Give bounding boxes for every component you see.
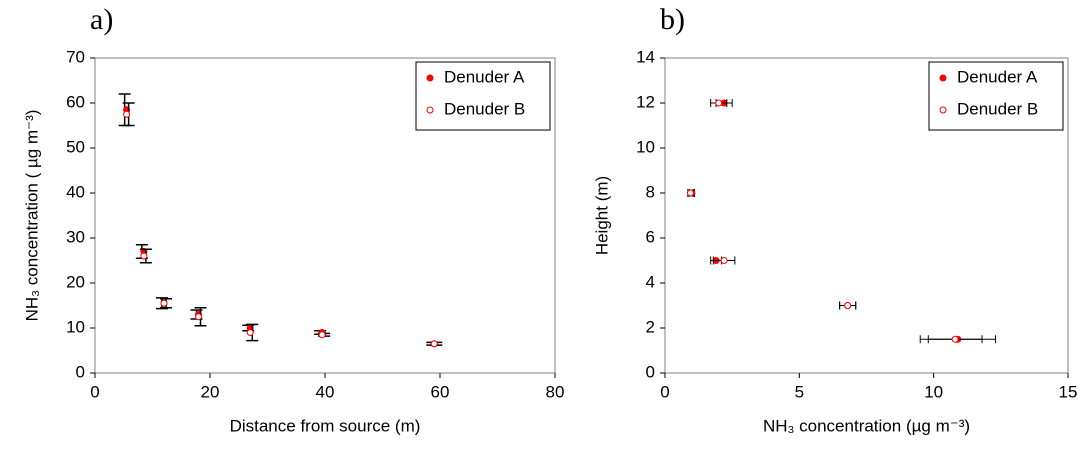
data-point [715, 99, 723, 107]
legend-marker [939, 106, 947, 114]
y-tick-label: 4 [646, 272, 655, 291]
legend-marker [426, 106, 434, 114]
legend-label: Denuder A [444, 67, 525, 86]
panel-label: a) [90, 3, 113, 36]
y-tick-label: 0 [646, 362, 655, 381]
data-point [160, 299, 168, 307]
x-tick-label: 15 [1059, 382, 1078, 401]
legend-label: Denuder B [957, 99, 1038, 118]
x-axis-label: NH₃ concentration (µg m⁻³) [763, 416, 970, 435]
legend-label: Denuder B [444, 99, 525, 118]
y-tick-label: 70 [66, 47, 85, 66]
y-tick-label: 20 [66, 272, 85, 291]
x-tick-label: 0 [660, 382, 669, 401]
plot-area [664, 57, 1069, 374]
y-tick-label: 8 [646, 182, 655, 201]
data-point [430, 340, 438, 348]
x-tick-label: 80 [546, 382, 565, 401]
x-axis-label: Distance from source (m) [230, 416, 421, 435]
y-tick-label: 0 [76, 362, 85, 381]
legend [928, 61, 1064, 131]
legend [415, 61, 551, 131]
data-point [844, 302, 852, 309]
data-point [195, 313, 202, 321]
data-point [687, 189, 695, 197]
legend-marker [426, 74, 434, 82]
y-tick-label: 50 [66, 137, 85, 156]
panel-label: b) [660, 3, 685, 36]
y-tick-label: 40 [66, 182, 85, 201]
y-tick-label: 12 [636, 92, 655, 111]
x-tick-label: 40 [316, 382, 335, 401]
y-tick-label: 2 [646, 317, 655, 336]
y-tick-label: 10 [636, 137, 655, 156]
y-tick-label: 60 [66, 92, 85, 111]
data-point [720, 257, 728, 264]
y-tick-label: 10 [66, 317, 85, 336]
x-tick-label: 20 [201, 382, 220, 401]
data-point [318, 331, 326, 339]
data-point [951, 335, 959, 343]
y-tick-label: 14 [636, 47, 655, 66]
y-tick-label: 6 [646, 227, 655, 246]
y-axis-label: Height (m) [592, 176, 611, 255]
legend-label: Denuder A [957, 67, 1038, 86]
y-tick-label: 30 [66, 227, 85, 246]
legend-marker [939, 74, 947, 82]
x-tick-label: 60 [431, 382, 450, 401]
x-tick-label: 0 [90, 382, 99, 401]
data-point [123, 110, 131, 118]
data-point [140, 252, 148, 260]
x-tick-label: 5 [795, 382, 804, 401]
data-point [246, 329, 254, 336]
y-axis-label: NH₃ concentration ( µg m⁻³) [22, 110, 41, 322]
x-tick-label: 10 [924, 382, 943, 401]
